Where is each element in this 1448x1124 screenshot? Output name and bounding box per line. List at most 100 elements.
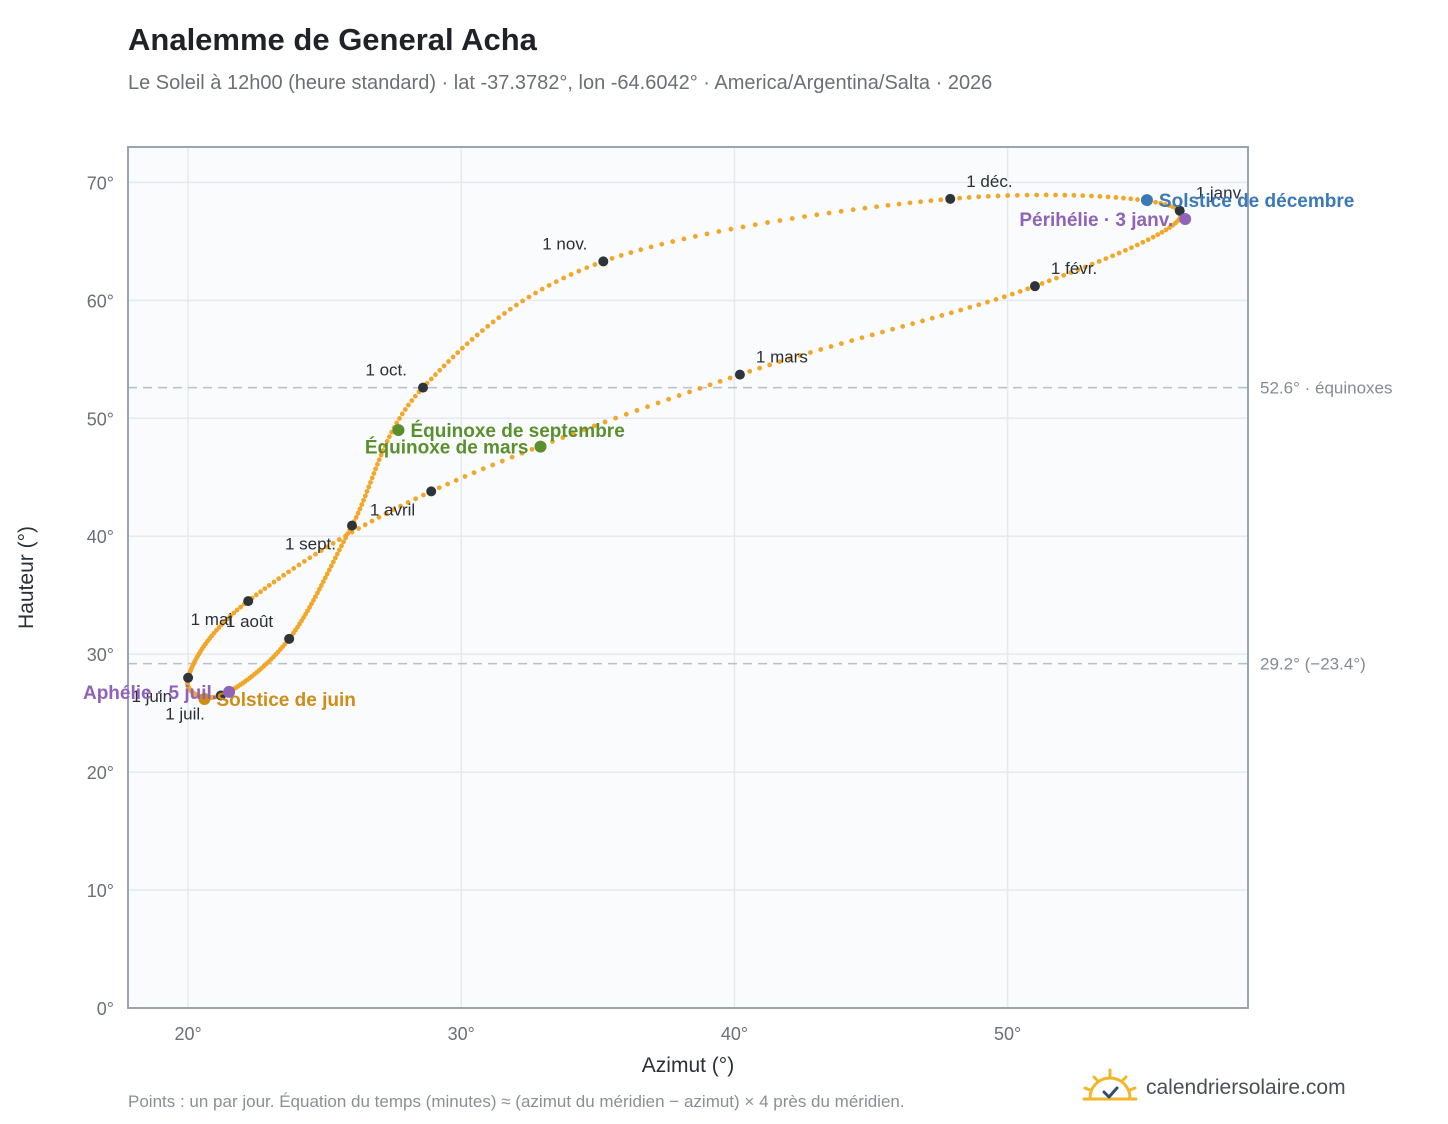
daily-sun-position [948,310,954,316]
daily-sun-position [339,543,344,549]
daily-sun-position [238,604,244,610]
daily-sun-position [313,551,318,557]
daily-sun-position [553,279,559,285]
y-tick-label: 40° [87,527,114,547]
x-tick-label: 30° [448,1024,475,1044]
daily-sun-position [958,307,964,313]
daily-sun-position [797,353,803,358]
daily-sun-position [740,224,746,230]
daily-sun-position [896,201,902,207]
daily-sun-position [939,313,945,318]
daily-sun-position [496,315,502,321]
daily-sun-position [355,510,361,516]
y-tick-label: 0° [97,999,114,1019]
month-marker [598,256,609,267]
daily-sun-position [382,443,388,449]
daily-sun-position [1140,239,1146,245]
daily-sun-position [262,586,268,592]
daily-sun-position [1043,192,1049,198]
daily-sun-position [276,576,282,582]
daily-sun-position [330,540,336,546]
brand-name[interactable]: calendriersolaire.com [1146,1076,1346,1099]
daily-sun-position [499,458,505,464]
daily-sun-position [307,555,313,561]
daily-sun-position [420,492,426,498]
daily-sun-position [561,275,566,281]
daily-sun-position [976,302,982,308]
daily-sun-position [1121,195,1126,201]
daily-sun-position [446,359,451,364]
daily-sun-position [317,586,322,592]
daily-sun-position [789,216,795,221]
daily-sun-position [985,193,991,199]
daily-sun-position [428,376,434,382]
daily-sun-position [529,446,535,452]
daily-sun-position [433,372,438,378]
daily-sun-position [1053,192,1058,198]
daily-sun-position [1080,193,1086,199]
daily-sun-position [707,382,713,388]
y-tick-label: 10° [87,881,114,901]
daily-sun-position [362,522,368,528]
reference-lines: 52.6° · équinoxes 29.2° (−23.4°) [128,379,1393,674]
daily-sun-position [628,250,634,255]
daily-sun-position [1096,259,1102,264]
daily-sun-position [880,329,885,335]
daily-sun-position [520,298,525,304]
daily-sun-position [670,239,676,244]
daily-sun-position [402,407,408,412]
apsis-label: Aphélie · 5 juil. [83,683,217,704]
daily-sun-position [1082,264,1088,270]
x-tick-label: 40° [721,1024,748,1044]
daily-sun-position [550,439,555,444]
month-label: 1 févr. [1051,259,1097,278]
y-tick-label: 30° [87,645,114,665]
daily-sun-position [623,411,629,417]
daily-sun-position [313,594,318,600]
daily-sun-position [373,466,379,472]
daily-sun-position [509,454,515,460]
daily-sun-position [322,575,328,581]
month-marker [243,596,254,607]
daily-sun-position [296,562,302,568]
month-label: 1 oct. [365,361,407,380]
axis-ticks: 20° 30° 40° 50° 0° 10° 20° 30° 40° 50° 60° 70° [87,173,1021,1044]
daily-sun-position [519,450,525,456]
plot-area [128,147,1248,1008]
reference-line-label: 52.6° · équinoxes [1260,379,1393,398]
brand[interactable]: calendriersolaire.com [1082,1068,1346,1108]
daily-sun-position [560,435,566,440]
month-label: 1 avril [370,500,415,519]
daily-sun-position [885,202,891,208]
daily-sun-position [1128,196,1134,202]
daily-sun-position [546,282,552,288]
daily-sun-position [383,511,389,516]
month-marker [284,633,295,644]
daily-sun-position [225,616,230,622]
daily-sun-position [412,393,418,399]
daily-sun-position [747,368,753,374]
daily-sun-position [356,526,361,531]
month-marker [347,520,357,531]
daily-sun-position [502,311,507,316]
month-marker [418,382,429,393]
daily-sun-position [375,461,380,467]
daily-sun-position [1005,193,1011,198]
daily-sun-position [655,400,661,406]
daily-sun-position [1122,247,1128,253]
daily-sun-position [1135,197,1140,202]
daily-sun-position [850,207,856,213]
daily-sun-position [1162,201,1168,207]
daily-sun-position [234,607,240,613]
daily-sun-position [366,484,372,490]
daily-sun-position [634,408,640,413]
daily-sun-position [364,489,370,494]
daily-sun-position [480,466,486,472]
daily-sun-position [1068,270,1074,275]
daily-sun-position [727,375,733,381]
daily-sun-position [938,197,944,203]
daily-sun-position [609,255,615,261]
daily-sun-position [716,229,722,234]
daily-sun-position [1153,199,1158,205]
